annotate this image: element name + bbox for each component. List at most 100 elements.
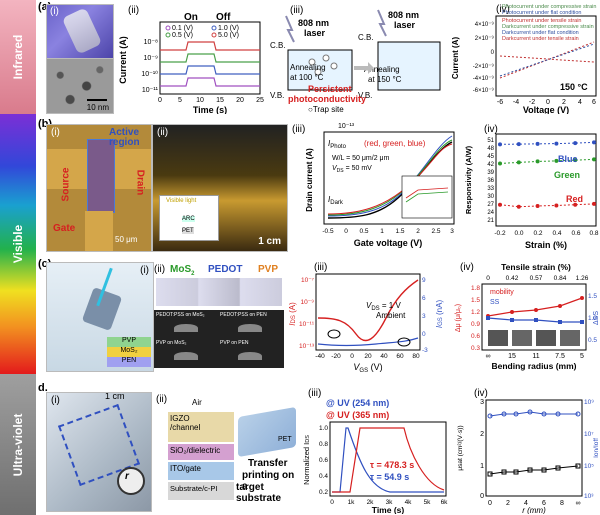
c-photo-2: PVP on MoS₂ bbox=[156, 340, 187, 346]
b-iii-vds-val: = 50 mV bbox=[344, 165, 373, 172]
c-iii-xtick-5: 60 bbox=[396, 353, 404, 360]
a-iv-leg-1: Photocurrent under flat condition bbox=[502, 10, 582, 16]
d-iii-xtick-3: 3k bbox=[386, 499, 394, 506]
a-iv-ytick-1: 2×10⁻⁹ bbox=[475, 35, 495, 42]
device-schematic-c: (i) PVP MoS₂ PEN bbox=[46, 262, 154, 372]
d-iv-xtick-0: 0 bbox=[488, 500, 492, 507]
a-ii-xtick-0: 0 bbox=[158, 97, 162, 104]
panel-d-ii: (ii) Air IGZO /channel SiO₂/dielectric I… bbox=[152, 392, 300, 510]
c-iv-ytick-1: 1.5 bbox=[471, 297, 480, 304]
a-iv-ytick-4: -4×10⁻⁹ bbox=[473, 75, 495, 82]
sub-b-ii: (ii) bbox=[157, 127, 169, 138]
infrared-label: Infrared bbox=[11, 34, 25, 80]
sub-a-ii: (ii) bbox=[128, 5, 139, 16]
a-iv-xtick-3: 0 bbox=[546, 99, 550, 106]
a-ii-xtick-2: 10 bbox=[196, 97, 204, 104]
d-iv-y2tick-3: 10³ bbox=[584, 493, 594, 500]
a-iv-ytick-0: 4×10⁻⁹ bbox=[475, 21, 495, 28]
chart-b-iv: (iv) 51 48 45 42 39 36 33 30 27 24 21 Bl… bbox=[464, 124, 599, 250]
d-iii-tau1: τ = 478.3 s bbox=[370, 460, 414, 470]
a-iii-bolt2 bbox=[377, 9, 387, 37]
c-iii-ylabel-unit: (A) bbox=[288, 302, 297, 315]
a-iii-laser1: 808 nm bbox=[298, 18, 329, 28]
d-iii-xtick-4: 4k bbox=[405, 499, 413, 506]
d-iii-ytick-3: 0.4 bbox=[319, 473, 328, 480]
svg-text:Normalized IDS: Normalized IDS bbox=[302, 435, 311, 485]
visible-band: Visible bbox=[0, 114, 36, 374]
a-iii-laser1b: laser bbox=[304, 28, 326, 38]
chart-a-iv: (iv) Photocurrent under compressive stra… bbox=[451, 4, 597, 114]
c-iii-y2label-sub: GS bbox=[438, 317, 444, 326]
b-iv-point-blue-0 bbox=[498, 142, 502, 147]
c-iii-ytick-0: 10⁻⁷ bbox=[301, 277, 315, 284]
b-iii-rgb: (red, green, blue) bbox=[364, 139, 426, 148]
a-iv-xtick-0: -6 bbox=[497, 99, 503, 106]
a-iv-ylabel: Current (A) bbox=[451, 37, 460, 80]
c-iv-top-1: 0.42 bbox=[506, 275, 519, 282]
a-ii-xtick-5: 25 bbox=[256, 97, 264, 104]
c-photo-0: PEDOT:PSS on MoS₂ bbox=[156, 312, 205, 318]
sub-a-i: (i) bbox=[50, 6, 59, 17]
d-layer-ito: ITO/gate bbox=[168, 462, 234, 480]
a-iv-leg-2: Photocurrent under tensile strain bbox=[502, 18, 582, 24]
b-iii-xtick-4: 1.5 bbox=[395, 228, 404, 235]
d-iii-xtick-2: 2k bbox=[367, 499, 375, 506]
c-iii-y2tick-2: 3 bbox=[422, 313, 426, 320]
b-drain: Drain bbox=[134, 169, 146, 196]
b-iii-vds: V bbox=[332, 165, 338, 172]
d-iii-xtick-1: 1k bbox=[348, 499, 356, 506]
d-transfer3: target substrate bbox=[236, 482, 282, 504]
d-iii-uv1: @ UV (254 nm) bbox=[326, 398, 389, 408]
d-transfer1: Transfer bbox=[248, 458, 288, 469]
c-photo-3: PVP on PEN bbox=[220, 340, 249, 346]
sub-a-iii: (iii) bbox=[290, 5, 303, 16]
a-iii-anneal2b: at 150 °C bbox=[368, 75, 402, 84]
d-iii-xtick-6: 6k bbox=[441, 499, 449, 506]
sub-c-iii: (iii) bbox=[314, 262, 327, 273]
a-ii-xtick-1: 5 bbox=[178, 97, 182, 104]
visible-label: Visible bbox=[11, 224, 25, 264]
d-iii-xtick-0: 0 bbox=[330, 499, 334, 506]
d-iii-ylabel: Normalized I bbox=[302, 443, 311, 485]
infrared-band: Infrared bbox=[0, 0, 36, 114]
svg-text:VDS = 50 mV: VDS = 50 mV bbox=[332, 165, 372, 174]
chart-d-iv: (iv) 3 2 1 0 10⁹ 10⁷ 10⁵ 10³ 0 2 4 6 8 ∞… bbox=[457, 388, 600, 514]
panel-c-ii: (ii) MoS2 PEDOT PVP PEDOT:PSS on MoS₂ PE… bbox=[154, 262, 284, 370]
b-iii-xtick-7: 3 bbox=[450, 228, 454, 235]
d-iv-xlabel: r (mm) bbox=[522, 506, 546, 514]
d-iii-ytick-2: 0.6 bbox=[319, 457, 328, 464]
a-iii-laser2: 808 nm bbox=[388, 10, 419, 20]
a-iv-leg-3: Darkcurrent under compressive strain bbox=[502, 24, 594, 30]
b-iii-idark: I bbox=[328, 195, 331, 204]
d-iv-ytick-3: 0 bbox=[480, 493, 484, 500]
d-iv-ytick-1: 2 bbox=[480, 431, 484, 438]
sub-d-iv: (iv) bbox=[474, 388, 488, 399]
b-iii-xtick-3: 1 bbox=[380, 228, 384, 235]
c-layer-1: MoS₂ bbox=[107, 347, 151, 357]
a-ii-on: On bbox=[184, 12, 198, 23]
a-iii-anneal2: Annealing bbox=[364, 65, 400, 74]
b-iv-xtick-2: 0.2 bbox=[533, 230, 542, 237]
a-iii-cb1: C.B. bbox=[270, 41, 286, 50]
b-iv-point-blue-2 bbox=[535, 141, 540, 146]
b-iv-ytick-5: 36 bbox=[487, 178, 494, 184]
b-iii-xtick-0: -0.5 bbox=[322, 228, 334, 235]
d-iv-ytick-0: 3 bbox=[480, 399, 484, 406]
a-iv-xtick-2: -2 bbox=[529, 99, 535, 106]
b-iv-point-red-3 bbox=[554, 203, 559, 208]
b-iv-ytick-7: 30 bbox=[487, 194, 494, 200]
a-ii-leg-2: 0.5 (V) bbox=[172, 32, 193, 39]
b-iii-vds-sub: DS bbox=[337, 168, 345, 174]
flexible-device-photo: (ii) Visible light ARC PET 1 cm bbox=[152, 124, 288, 252]
c-iii-xtick-2: 0 bbox=[350, 353, 354, 360]
d-iv-y2tick-0: 10⁹ bbox=[584, 399, 594, 406]
b-visible-light: Visible light bbox=[166, 198, 197, 204]
b-iv-point-red-5 bbox=[592, 201, 596, 206]
c-iii-ylabel-sub: DS bbox=[291, 315, 297, 323]
c-iv-xlabel: Bending radius (mm) bbox=[491, 361, 576, 371]
svg-text:IDS (A): IDS (A) bbox=[288, 302, 297, 326]
c-iv-ytick-5: 0.3 bbox=[471, 345, 480, 352]
chart-c-iii: (iii) VDS = 1 V Ambient 10⁻⁷ 10⁻⁹ 10⁻¹¹ … bbox=[288, 262, 444, 372]
d-iv-xtick-4: 8 bbox=[560, 500, 564, 507]
chart-b-iii: (iii) 10⁻¹³ IPhoto (red, green, blue) W/… bbox=[292, 123, 455, 248]
